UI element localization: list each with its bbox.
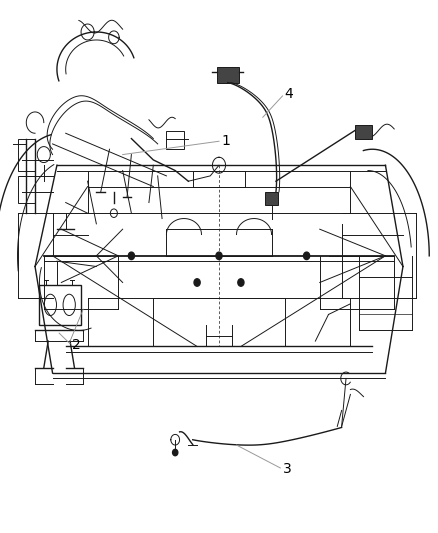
- Text: 3: 3: [283, 462, 291, 476]
- Bar: [355, 125, 372, 139]
- Circle shape: [128, 252, 134, 260]
- Circle shape: [304, 252, 310, 260]
- Bar: [166, 131, 184, 149]
- Bar: [18, 176, 35, 203]
- Bar: [217, 67, 239, 83]
- Circle shape: [216, 252, 222, 260]
- Circle shape: [238, 279, 244, 286]
- Bar: [18, 139, 35, 171]
- Text: 4: 4: [285, 87, 293, 101]
- Bar: [39, 285, 81, 325]
- Text: 2: 2: [72, 338, 81, 352]
- Circle shape: [194, 279, 200, 286]
- Text: 1: 1: [221, 134, 230, 148]
- Circle shape: [173, 449, 178, 456]
- Bar: [265, 192, 278, 205]
